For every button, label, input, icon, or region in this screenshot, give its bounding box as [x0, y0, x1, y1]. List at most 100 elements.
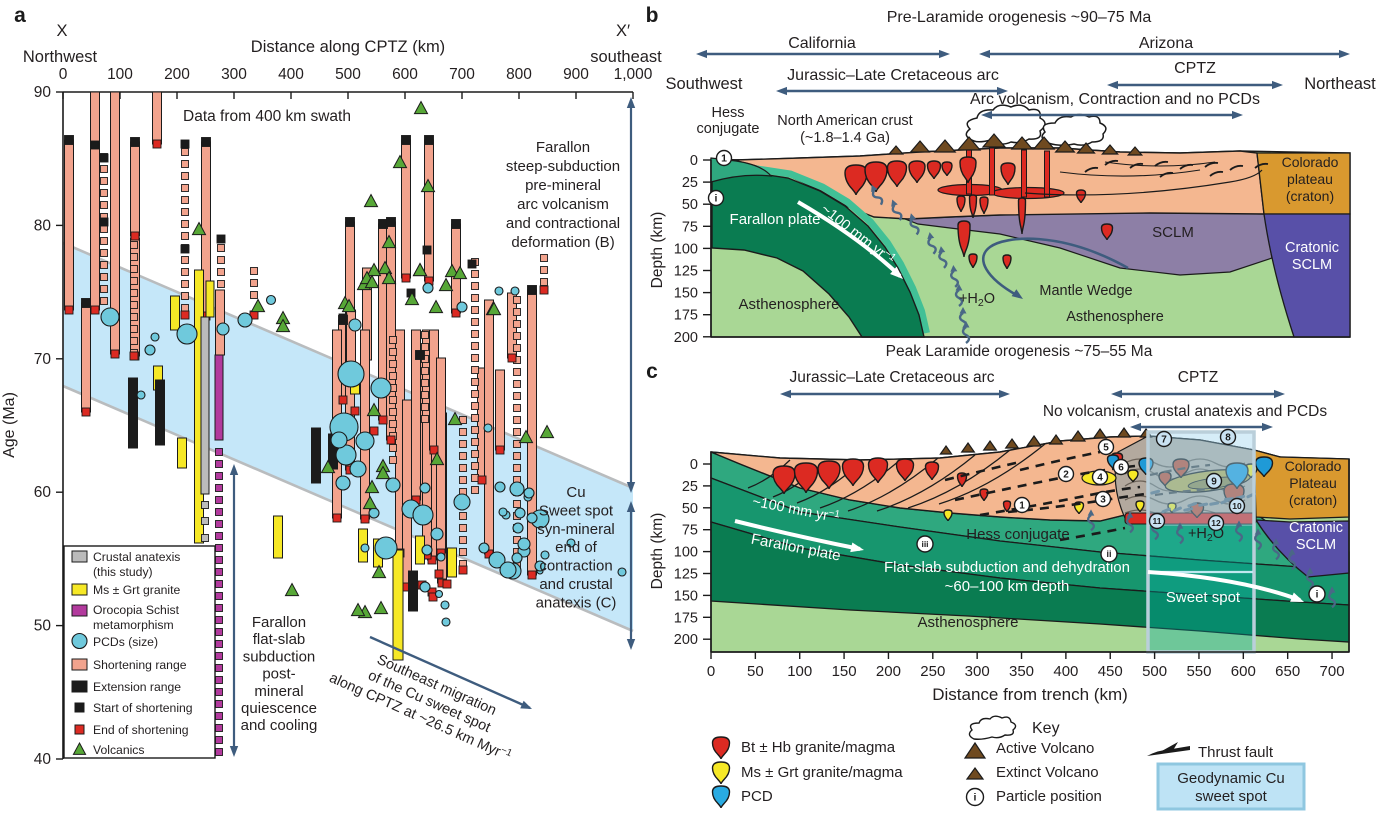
svg-text:metamorphism: metamorphism	[93, 618, 174, 632]
svg-text:60: 60	[34, 484, 52, 501]
svg-text:10: 10	[1232, 501, 1242, 511]
svg-text:Colorado: Colorado	[1285, 458, 1342, 474]
svg-text:Farallon: Farallon	[252, 614, 306, 631]
svg-text:Flat-slab subduction and dehyd: Flat-slab subduction and dehydration	[884, 559, 1130, 576]
svg-text:Northwest: Northwest	[23, 48, 98, 66]
svg-text:Arizona: Arizona	[1139, 35, 1193, 52]
svg-text:Depth (km): Depth (km)	[649, 212, 666, 289]
svg-text:CPTZ: CPTZ	[1178, 369, 1218, 386]
svg-text:Jurassic–Late Cretaceous arc: Jurassic–Late Cretaceous arc	[787, 67, 999, 84]
svg-text:Pre-Laramide orogenesis ~90–75: Pre-Laramide orogenesis ~90–75 Ma	[887, 9, 1152, 26]
svg-text:11: 11	[1153, 516, 1162, 526]
svg-text:Particle position: Particle position	[996, 788, 1102, 805]
svg-text:Arc volcanism, Contraction and: Arc volcanism, Contraction and no PCDs	[970, 91, 1260, 108]
svg-text:End of shortening: End of shortening	[93, 723, 189, 737]
svg-text:75: 75	[682, 523, 698, 539]
svg-text:500: 500	[1142, 663, 1167, 680]
svg-text:Hess conjugate: Hess conjugate	[966, 526, 1069, 543]
svg-text:100: 100	[107, 66, 133, 83]
svg-text:5: 5	[1103, 443, 1109, 454]
svg-text:7: 7	[1161, 435, 1167, 446]
svg-text:Mantle Wedge: Mantle Wedge	[1039, 283, 1132, 299]
svg-text:~60–100 km depth: ~60–100 km depth	[945, 578, 1070, 595]
svg-text:50: 50	[682, 197, 698, 213]
svg-text:and contractional: and contractional	[506, 215, 620, 232]
svg-text:a: a	[14, 4, 26, 27]
svg-text:0: 0	[59, 66, 68, 83]
svg-text:300: 300	[221, 66, 247, 83]
svg-text:1,000: 1,000	[614, 66, 653, 83]
svg-text:1: 1	[1019, 501, 1025, 512]
svg-text:Sweet spot: Sweet spot	[1166, 589, 1241, 606]
svg-text:3: 3	[1100, 495, 1106, 506]
svg-text:200: 200	[164, 66, 190, 83]
svg-text:Distance along CPTZ (km): Distance along CPTZ (km)	[251, 38, 445, 56]
svg-text:175: 175	[674, 610, 698, 626]
svg-text:Asthenosphere: Asthenosphere	[1066, 309, 1164, 325]
svg-text:6: 6	[1118, 463, 1124, 474]
svg-text:25: 25	[682, 479, 698, 495]
svg-text:pre-mineral: pre-mineral	[525, 177, 601, 194]
svg-text:subduction: subduction	[243, 648, 316, 665]
svg-text:0: 0	[690, 457, 698, 473]
svg-text:Ms ± Grt granite: Ms ± Grt granite	[93, 583, 181, 597]
svg-text:Crustal anatexis: Crustal anatexis	[93, 550, 180, 564]
svg-text:Start of shortening: Start of shortening	[93, 701, 193, 715]
svg-text:100: 100	[674, 241, 698, 257]
svg-text:quiescence: quiescence	[241, 700, 317, 717]
svg-text:(~1.8–1.4 Ga): (~1.8–1.4 Ga)	[800, 130, 890, 146]
svg-text:Southwest: Southwest	[665, 75, 742, 93]
svg-text:Hess: Hess	[711, 105, 744, 121]
svg-text:Depth (km): Depth (km)	[649, 513, 666, 590]
svg-text:Asthenosphere: Asthenosphere	[918, 614, 1019, 631]
svg-text:175: 175	[674, 308, 698, 324]
svg-text:Plateau: Plateau	[1289, 475, 1336, 491]
svg-text:150: 150	[674, 286, 698, 302]
svg-text:125: 125	[674, 567, 698, 583]
svg-text:1: 1	[721, 153, 727, 165]
svg-text:sweet spot: sweet spot	[1195, 788, 1268, 805]
svg-text:Volcanics: Volcanics	[93, 743, 145, 757]
svg-text:Cu: Cu	[566, 484, 585, 501]
svg-text:PCD: PCD	[741, 788, 773, 805]
svg-text:deformation (B): deformation (B)	[511, 234, 614, 251]
svg-text:250: 250	[920, 663, 945, 680]
svg-text:Cratonic: Cratonic	[1285, 240, 1339, 256]
svg-text:North American crust: North American crust	[777, 113, 912, 129]
svg-text:arc volcanism: arc volcanism	[517, 196, 609, 213]
svg-text:40: 40	[34, 751, 52, 768]
svg-text:9: 9	[1211, 477, 1217, 488]
svg-text:700: 700	[449, 66, 475, 83]
svg-text:200: 200	[876, 663, 901, 680]
svg-text:plateau: plateau	[1287, 171, 1333, 187]
svg-text:b: b	[646, 4, 659, 27]
svg-text:conjugate: conjugate	[697, 121, 760, 137]
svg-text:c: c	[646, 360, 658, 383]
svg-text:0: 0	[690, 153, 698, 169]
svg-text:ii: ii	[1106, 549, 1111, 559]
svg-text:and crustal: and crustal	[539, 576, 612, 593]
svg-text:600: 600	[392, 66, 418, 83]
svg-text:contraction: contraction	[539, 558, 612, 575]
svg-text:550: 550	[1186, 663, 1211, 680]
svg-text:8: 8	[1225, 433, 1231, 444]
svg-text:(craton): (craton)	[1286, 188, 1334, 204]
svg-text:Bt ± Hb granite/magma: Bt ± Hb granite/magma	[741, 739, 896, 756]
svg-text:4: 4	[1097, 473, 1103, 484]
svg-text:Key: Key	[1032, 720, 1060, 737]
svg-text:600: 600	[1231, 663, 1256, 680]
svg-text:Age (Ma): Age (Ma)	[1, 392, 18, 458]
svg-text:50: 50	[34, 618, 52, 635]
svg-text:125: 125	[674, 264, 698, 280]
svg-text:80: 80	[34, 217, 52, 234]
svg-text:Farallon plate: Farallon plate	[730, 211, 821, 228]
svg-text:800: 800	[506, 66, 532, 83]
svg-text:Extension range: Extension range	[93, 680, 181, 694]
svg-text:X′: X′	[616, 22, 630, 40]
svg-text:Thrust fault: Thrust fault	[1198, 744, 1274, 761]
svg-text:150: 150	[674, 588, 698, 604]
svg-text:Farallon: Farallon	[536, 139, 590, 156]
svg-text:Cratonic: Cratonic	[1289, 520, 1343, 536]
svg-text:Northeast: Northeast	[1304, 75, 1376, 93]
svg-text:150: 150	[832, 663, 857, 680]
